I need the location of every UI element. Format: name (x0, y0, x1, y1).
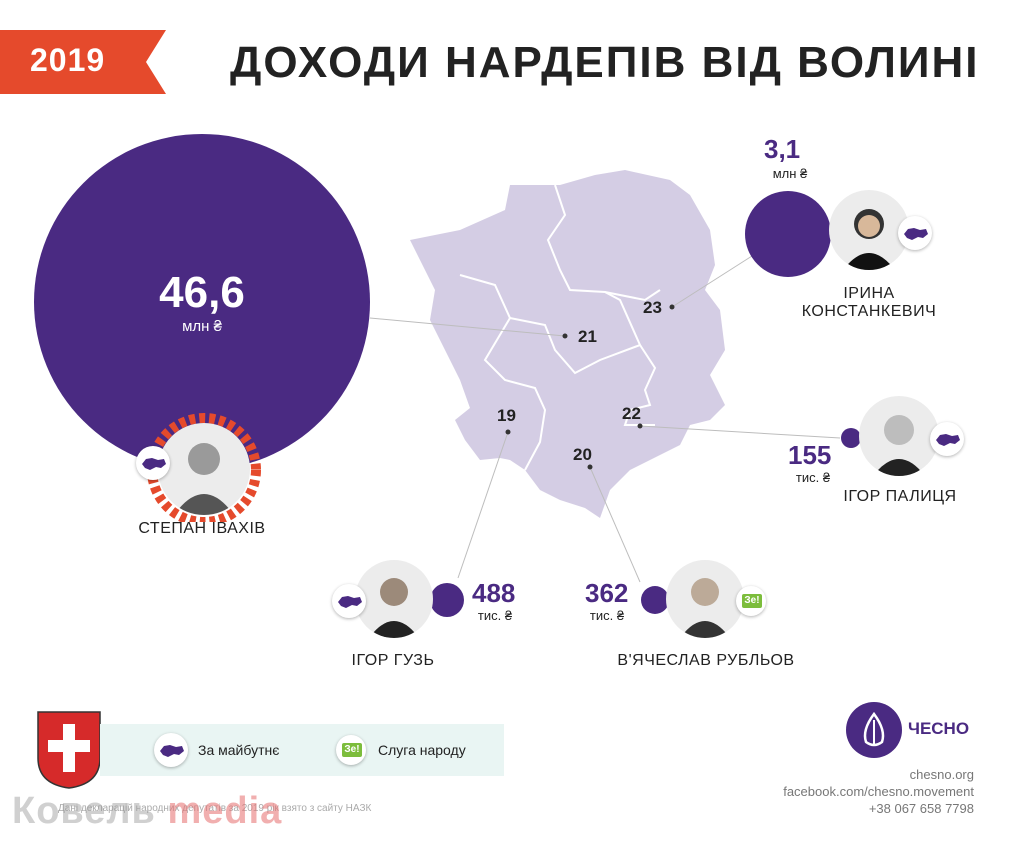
name-ivakhiv: СТЕПАН ІВАХІВ (138, 520, 266, 537)
year-badge (0, 30, 166, 94)
unit-konstankevych: млн ₴ (772, 166, 808, 181)
amount-konstankevych: 3,1 (764, 134, 801, 164)
income-circle-palytsia (841, 428, 861, 448)
watermark-part2: media (167, 790, 283, 832)
connector-lines (369, 255, 841, 583)
avatar-palytsia (859, 396, 939, 476)
district-borders (459, 184, 661, 471)
ukraine-map-icon (142, 458, 166, 470)
name-rublov: В'ЯЧЕСЛАВ РУБЛЬОВ (617, 652, 795, 669)
district-label-21: 21 (578, 327, 597, 346)
income-circle-konstankevych (745, 191, 831, 277)
amount-ivakhiv: 46,6 (159, 268, 245, 317)
phone-number: +38 067 658 7798 (868, 801, 974, 816)
income-circle-rublov (641, 586, 669, 614)
watermark-part1: Ковель (12, 790, 168, 832)
page-title: ДОХОДИ НАРДЕПІВ ВІД ВОЛИНІ (230, 38, 980, 87)
ukraine-map-icon (904, 228, 928, 240)
party-badge-ivakhiv (136, 446, 170, 480)
legend-label-sluha-narodu: Слуга народу (378, 742, 466, 758)
ze-icon: Зе! (736, 586, 766, 616)
ze-icon: Зе! (336, 735, 366, 765)
brand-name: ЧЕСНО (908, 719, 970, 738)
site-link[interactable]: chesno.org (909, 767, 974, 782)
district-label-20: 20 (573, 445, 592, 464)
avatar-rublov (666, 560, 744, 638)
avatar-konstankevych (829, 190, 909, 270)
ukraine-map-icon (338, 596, 362, 608)
year-label: 2019 (30, 42, 106, 78)
facebook-link[interactable]: facebook.com/chesno.movement (783, 784, 974, 799)
name-konstankevych: ІРИНА КОНСТАНКЕВИЧ (784, 285, 954, 321)
party-badge-huz (332, 584, 366, 618)
income-circle-huz (430, 583, 464, 617)
volyn-coat-of-arms-icon (37, 711, 101, 789)
map-region-outline (410, 170, 725, 518)
name-palytsia: ІГОР ПАЛИЦЯ (843, 488, 957, 505)
income-circle-ivakhiv (34, 134, 370, 470)
party-badge-konstankevych (898, 216, 932, 250)
name-huz: ІГОР ГУЗЬ (351, 652, 435, 669)
party-badge-palytsia (930, 422, 964, 456)
unit-huz: тис. ₴ (477, 608, 513, 623)
amount-rublov: 362 (585, 578, 629, 608)
ukraine-map-icon (936, 434, 960, 446)
legend-label-za-maibutnie: За майбутнє (198, 742, 280, 758)
ze-icon-text: Зе! (342, 743, 362, 757)
unit-ivakhiv: млн ₴ (182, 318, 222, 335)
ukraine-map-icon (154, 733, 188, 767)
unit-rublov: тис. ₴ (589, 608, 625, 623)
district-dots (505, 304, 675, 470)
watermark: Ковель media (12, 790, 282, 833)
amount-palytsia: 155 (788, 440, 832, 470)
avatar-huz (355, 560, 433, 638)
district-label-19: 19 (497, 406, 516, 425)
contacts: chesno.org facebook.com/chesno.movement … (783, 766, 974, 817)
unit-palytsia: тис. ₴ (795, 470, 831, 485)
income-circles (34, 134, 861, 617)
avatar-ivakhiv (158, 423, 250, 515)
name-konstankevych-text: ІРИНА КОНСТАНКЕВИЧ (801, 285, 937, 320)
district-label-23: 23 (643, 298, 662, 317)
district-label-22: 22 (622, 404, 641, 423)
ze-icon-text: Зе! (742, 594, 762, 608)
amount-huz: 488 (472, 578, 516, 608)
source-note: Дані декларацій народних депутатів за 20… (58, 803, 372, 814)
chesno-logo-icon (846, 702, 902, 758)
